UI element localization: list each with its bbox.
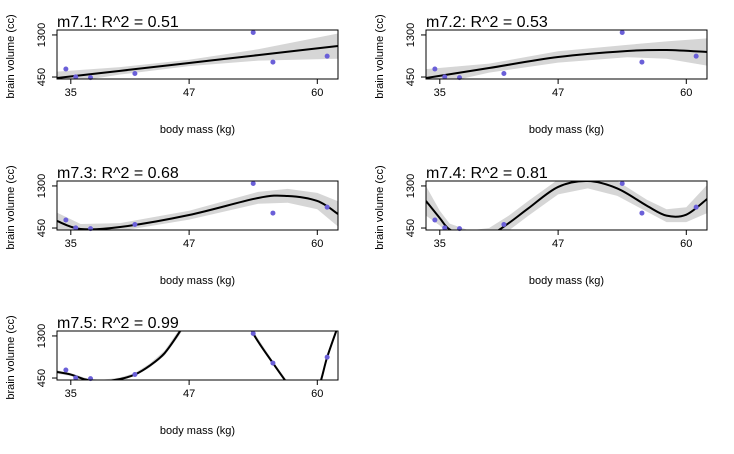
fit-line <box>426 181 707 230</box>
y-axis-label: brain volume (cc) <box>374 14 386 98</box>
data-point <box>270 360 276 366</box>
plot-frame <box>56 180 339 231</box>
data-point <box>132 222 138 228</box>
data-point <box>639 59 645 65</box>
data-point <box>432 66 438 72</box>
y-axis-label: brain volume (cc) <box>374 165 386 249</box>
x-tick-label: 47 <box>552 87 564 99</box>
fit-line <box>57 194 338 230</box>
plot-frame <box>425 29 708 80</box>
data-point <box>442 74 448 80</box>
interval-band <box>57 188 338 230</box>
data-point <box>619 180 625 186</box>
data-point <box>250 330 256 336</box>
data-point <box>639 210 645 216</box>
y-tick-label: 1300 <box>36 23 48 47</box>
data-point <box>693 53 699 59</box>
y-tick-label: 450 <box>36 369 48 387</box>
y-tick-label: 450 <box>405 68 417 86</box>
data-point <box>73 225 79 231</box>
y-tick-label: 1300 <box>405 174 417 198</box>
x-axis-label: body mass (kg) <box>529 275 604 287</box>
data-point <box>442 225 448 231</box>
data-point <box>270 59 276 65</box>
chart-title: m7.5: R^2 = 0.99 <box>57 315 179 332</box>
plot-frame <box>56 29 339 80</box>
y-axis-label: brain volume (cc) <box>5 165 17 249</box>
x-tick-label: 47 <box>183 388 195 400</box>
x-tick-label: 60 <box>311 87 323 99</box>
data-point <box>63 367 69 373</box>
data-point <box>324 53 330 59</box>
data-point <box>270 210 276 216</box>
x-axis-label: body mass (kg) <box>529 124 604 136</box>
x-tick-label: 35 <box>65 87 77 99</box>
x-tick-label: 60 <box>680 87 692 99</box>
chart-title: m7.3: R^2 = 0.68 <box>57 165 179 182</box>
chart-title: m7.1: R^2 = 0.51 <box>57 14 179 31</box>
data-point <box>693 204 699 210</box>
data-point <box>324 354 330 360</box>
y-tick-label: 450 <box>36 219 48 237</box>
y-tick-label: 1300 <box>36 324 48 348</box>
interval-band <box>426 38 707 79</box>
data-point <box>324 204 330 210</box>
data-point <box>132 372 138 378</box>
plot-area <box>426 38 707 79</box>
x-tick-label: 35 <box>65 238 77 250</box>
x-axis-label: body mass (kg) <box>160 124 235 136</box>
x-tick-label: 60 <box>311 238 323 250</box>
x-tick-label: 35 <box>434 238 446 250</box>
data-point <box>250 29 256 35</box>
chart-title: m7.2: R^2 = 0.53 <box>426 14 548 31</box>
plot-area <box>57 188 338 230</box>
interval-band <box>57 33 338 79</box>
x-axis-label: body mass (kg) <box>160 425 235 437</box>
x-tick-label: 47 <box>183 87 195 99</box>
y-tick-label: 450 <box>405 219 417 237</box>
y-axis-label: brain volume (cc) <box>5 315 17 399</box>
plot-area <box>426 181 707 230</box>
data-point <box>250 180 256 186</box>
x-tick-label: 47 <box>183 238 195 250</box>
fit-line <box>426 48 707 79</box>
data-point <box>501 222 507 228</box>
data-point <box>432 217 438 223</box>
y-tick-label: 450 <box>36 68 48 86</box>
x-tick-label: 60 <box>680 238 692 250</box>
x-tick-label: 35 <box>434 87 446 99</box>
plot-area <box>57 331 338 380</box>
interval-band <box>57 331 338 380</box>
data-point <box>63 66 69 72</box>
data-point <box>132 71 138 77</box>
plot-frame <box>56 330 339 381</box>
chart-title: m7.4: R^2 = 0.81 <box>426 165 548 182</box>
plot-area <box>57 33 338 79</box>
x-tick-label: 47 <box>552 238 564 250</box>
data-point <box>619 29 625 35</box>
x-tick-label: 35 <box>65 388 77 400</box>
y-tick-label: 1300 <box>36 174 48 198</box>
plot-frame <box>425 180 708 231</box>
y-axis-label: brain volume (cc) <box>5 14 17 98</box>
fit-line <box>57 44 338 79</box>
data-point <box>501 71 507 77</box>
x-axis-label: body mass (kg) <box>160 275 235 287</box>
data-point <box>63 217 69 223</box>
data-point <box>73 74 79 80</box>
x-tick-label: 60 <box>311 388 323 400</box>
interval-band <box>426 181 707 230</box>
y-tick-label: 1300 <box>405 23 417 47</box>
data-point <box>73 375 79 381</box>
